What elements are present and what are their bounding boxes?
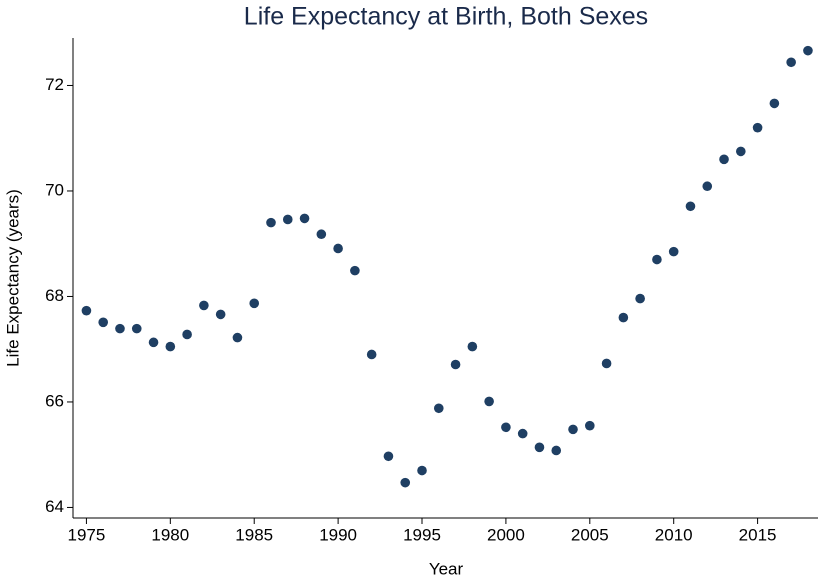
point xyxy=(249,298,260,309)
x-tick-label: 2010 xyxy=(655,525,693,544)
point xyxy=(383,451,394,462)
point xyxy=(182,329,192,340)
x-tick-label: 2005 xyxy=(571,525,609,544)
point xyxy=(316,229,327,240)
point xyxy=(467,341,478,352)
point xyxy=(266,217,276,228)
point xyxy=(131,323,142,334)
x-tick-label: 1995 xyxy=(403,525,441,544)
point xyxy=(199,300,209,311)
y-axis-label: Life Expectancy (years) xyxy=(3,189,22,367)
x-axis-label: Year xyxy=(429,559,464,578)
y-tick-label: 64 xyxy=(45,497,64,516)
chart-title: Life Expectancy at Birth, Both Sexes xyxy=(244,3,648,31)
x-tick-label: 1985 xyxy=(235,525,273,544)
point xyxy=(635,293,645,304)
point xyxy=(81,305,92,316)
y-tick-label: 72 xyxy=(45,75,64,94)
point xyxy=(484,396,494,407)
point xyxy=(282,214,293,225)
x-tick-label: 2000 xyxy=(487,525,525,544)
point xyxy=(400,477,411,488)
point xyxy=(98,317,109,328)
point xyxy=(501,422,511,433)
point xyxy=(417,465,427,476)
point xyxy=(803,45,813,56)
point xyxy=(668,246,679,257)
point xyxy=(618,312,629,323)
point xyxy=(786,57,796,68)
point xyxy=(366,349,377,360)
point xyxy=(534,442,545,453)
point xyxy=(736,146,746,157)
point xyxy=(685,201,696,212)
point xyxy=(350,265,360,276)
x-tick-label: 1980 xyxy=(151,525,189,544)
point xyxy=(752,122,763,133)
point xyxy=(517,428,528,439)
y-tick-label: 68 xyxy=(45,286,64,305)
point xyxy=(299,213,310,224)
point xyxy=(333,243,343,254)
point xyxy=(652,254,662,265)
point xyxy=(232,332,243,343)
point xyxy=(585,420,595,431)
point xyxy=(719,154,729,165)
y-tick-label: 70 xyxy=(45,180,64,199)
point xyxy=(769,98,780,109)
point xyxy=(450,359,461,370)
point xyxy=(148,337,159,348)
y-tick-label: 66 xyxy=(45,391,64,410)
point xyxy=(115,323,125,334)
point xyxy=(568,424,578,435)
point xyxy=(702,181,713,192)
x-tick-label: 2015 xyxy=(739,525,777,544)
point xyxy=(433,403,444,414)
point xyxy=(601,358,612,369)
x-tick-label: 1990 xyxy=(319,525,357,544)
point xyxy=(215,309,226,320)
x-tick-label: 1975 xyxy=(68,525,106,544)
point xyxy=(551,445,562,456)
point xyxy=(165,341,176,352)
